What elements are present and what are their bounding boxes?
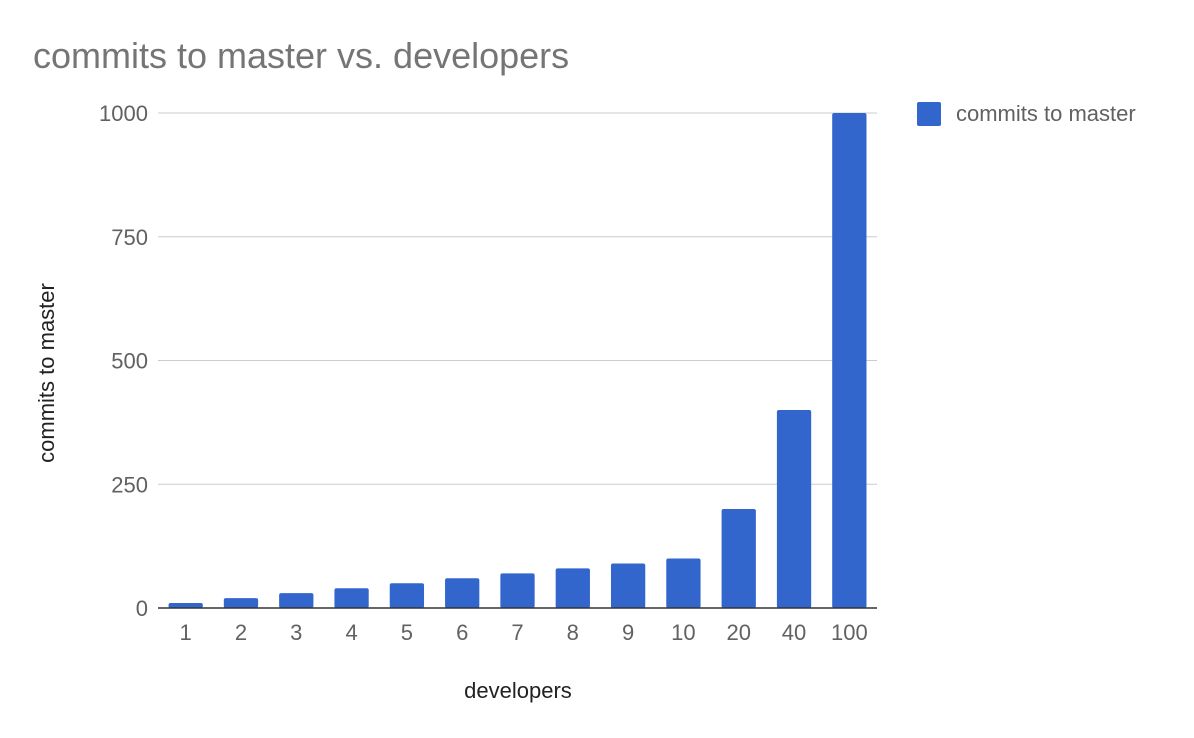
bar (776, 410, 812, 608)
x-tick-label: 10 (671, 620, 695, 645)
chart-title: commits to master vs. developers (33, 35, 569, 76)
y-tick-label: 1000 (99, 101, 148, 126)
bar (223, 598, 259, 608)
x-tick-label: 5 (401, 620, 413, 645)
bars (168, 113, 867, 608)
bar (555, 568, 590, 608)
x-tick-label: 3 (290, 620, 302, 645)
x-tick-label: 20 (726, 620, 750, 645)
y-tick-label: 500 (111, 349, 148, 374)
bar (721, 509, 756, 608)
x-tick-label: 9 (622, 620, 634, 645)
bar (334, 588, 369, 608)
x-tick-label: 2 (235, 620, 247, 645)
x-tick-label: 1 (180, 620, 192, 645)
y-axis-title: commits to master (34, 283, 59, 463)
y-axis-tick-labels: 0 250 500 750 1000 (99, 101, 148, 621)
bar (832, 113, 867, 608)
bar (610, 563, 646, 608)
x-tick-label: 6 (456, 620, 468, 645)
x-tick-label: 100 (831, 620, 868, 645)
bar (389, 583, 425, 608)
bar (168, 603, 203, 608)
bar (279, 593, 314, 608)
bar (666, 558, 701, 608)
x-axis-title: developers (464, 678, 572, 703)
bar (445, 578, 480, 608)
x-tick-label: 8 (567, 620, 579, 645)
x-tick-label: 40 (782, 620, 806, 645)
legend-label: commits to master (956, 101, 1136, 126)
y-tick-label: 250 (111, 472, 148, 497)
y-tick-label: 750 (111, 225, 148, 250)
gridlines (158, 112, 877, 485)
y-tick-label: 0 (136, 596, 148, 621)
legend-swatch (917, 102, 941, 126)
x-tick-label: 4 (345, 620, 357, 645)
x-axis-tick-labels: 1 2 3 4 5 6 7 8 9 10 20 40 100 (180, 620, 868, 645)
legend: commits to master (917, 101, 1136, 126)
x-tick-label: 7 (511, 620, 523, 645)
bar (500, 573, 535, 608)
